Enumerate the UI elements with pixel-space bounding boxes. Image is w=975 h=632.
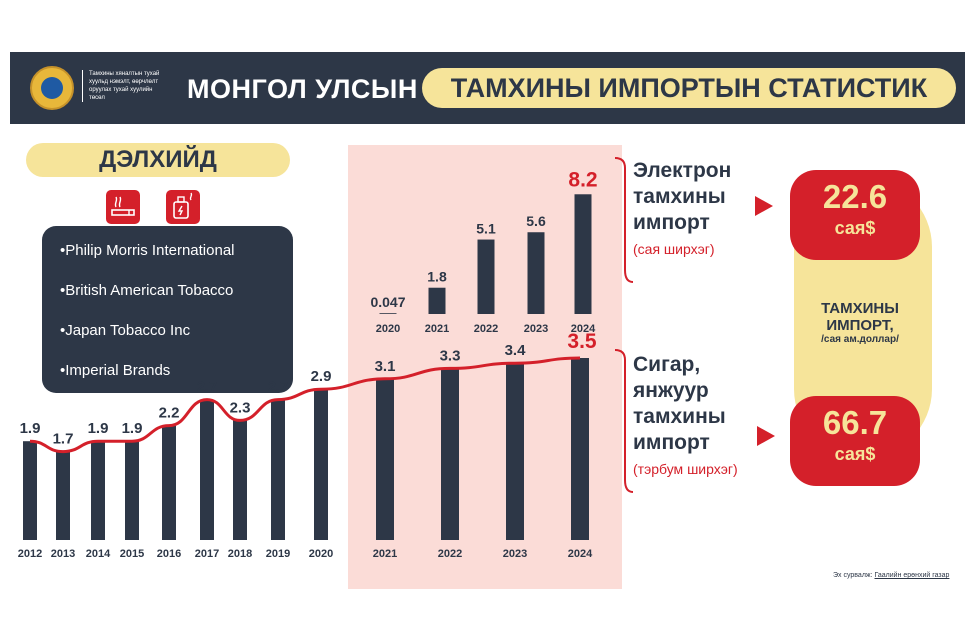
bottom-value-label: 3.3: [440, 347, 461, 364]
bottom-bar: [571, 358, 589, 540]
bottom-tick-label: 2017: [195, 548, 219, 560]
bottom-bar: [162, 425, 176, 540]
top-value-label: 8.2: [568, 168, 597, 191]
top-value-label: 5.1: [476, 221, 496, 237]
bottom-value-label: 1.9: [20, 420, 41, 437]
cigar-value-unit: сая$: [834, 444, 876, 464]
header-banner: Тамхины хяналтын тухай хуульд нэмэлт, өө…: [10, 52, 965, 124]
bottom-value-label: 2.9: [311, 368, 332, 385]
electronic-value-unit: сая$: [834, 218, 876, 238]
top-bar: [477, 239, 495, 314]
state-emblem-icon: [30, 66, 74, 110]
company-item: •Japan Tobacco Inc: [60, 322, 191, 339]
cigarette-import-chart: 1.9 2012 1.7 2013 1.9 2014 1.9 2015 2.2 2016 2.7 20…: [18, 330, 597, 560]
cigar-line1: Сигар,: [633, 353, 701, 376]
bottom-bar: [376, 378, 394, 540]
bottom-tick-label: 2012: [18, 548, 42, 560]
ministry-text: Тамхины хяналтын тухай хуульд нэмэлт, өө…: [82, 70, 169, 102]
bottom-tick-label: 2019: [266, 548, 290, 560]
bottom-tick-label: 2014: [86, 548, 111, 560]
cigar-unit: (тэрбум ширхэг): [633, 461, 738, 477]
bottom-tick-label: 2016: [157, 548, 181, 560]
bottom-bar: [23, 441, 37, 540]
bottom-value-label: 2.7: [197, 379, 218, 396]
cigarette-icon: [106, 190, 140, 224]
electronic-import-chart: 0.047 2020 1.8 2021 5.1 2022 5.6 2023 8.2 2024: [370, 168, 597, 335]
bottom-bar: [271, 399, 285, 540]
import-label-line2: ИМПОРТ,: [826, 317, 894, 334]
import-label-line3: /сая ам.доллар/: [821, 334, 899, 345]
bottom-bar: [200, 399, 214, 540]
top-tick-label: 2023: [524, 323, 548, 335]
bottom-value-label: 2.3: [230, 399, 251, 416]
company-item: •Imperial Brands: [60, 362, 171, 379]
bottom-value-label: 2.7: [268, 379, 289, 396]
bottom-bar: [91, 441, 105, 540]
top-tick-label: 2021: [425, 323, 449, 335]
top-tick-label: 2020: [376, 323, 400, 335]
electronic-line1: Электрон: [633, 159, 732, 182]
bottom-value-label: 1.9: [88, 420, 109, 437]
bottom-bar: [233, 420, 247, 540]
trend-line: [29, 356, 581, 454]
bottom-bar: [125, 441, 139, 540]
bottom-bar: [56, 451, 70, 540]
bottom-value-label: 1.9: [122, 420, 143, 437]
electronic-line2: тамхины: [633, 185, 726, 208]
top-bar: [428, 287, 446, 314]
bottom-tick-label: 2023: [503, 548, 527, 560]
electronic-bracket: [614, 157, 634, 283]
bottom-tick-label: 2021: [373, 548, 397, 560]
bottom-tick-label: 2018: [228, 548, 252, 560]
import-label: ТАМХИНЫ ИМПОРТ, /сая ам.доллар/: [796, 300, 924, 345]
electronic-line3: импорт: [633, 211, 710, 234]
source-note: Эх сурвалж: Гаалийн ерөнхий газар: [833, 572, 949, 579]
electronic-value: 22.6: [822, 178, 888, 215]
top-bar: [527, 232, 545, 314]
cigar-line2: янжуур: [633, 379, 709, 402]
import-label-line1: ТАМХИНЫ: [821, 300, 899, 317]
cigar-arrow-icon: [757, 426, 775, 446]
bottom-tick-label: 2024: [568, 548, 593, 560]
bottom-bar: [441, 368, 459, 540]
bottom-value-label: 1.7: [53, 431, 74, 448]
cigar-bracket: [614, 349, 634, 493]
top-value-label: 0.047: [370, 294, 405, 310]
source-prefix: Эх сурвалж:: [833, 572, 873, 579]
bottom-value-label: 3.1: [375, 358, 396, 375]
cigar-line3: тамхины: [633, 405, 726, 428]
title-left: МОНГОЛ УЛСЫН: [187, 74, 418, 104]
company-item: •British American Tobacco: [60, 282, 234, 299]
top-tick-label: 2024: [571, 323, 596, 335]
cigar-label: Сигар, янжуур тамхины импорт (тэрбум шир…: [633, 352, 738, 482]
top-bar: [379, 313, 397, 314]
company-list: •Philip Morris International •British Am…: [42, 226, 293, 393]
bottom-value-label: 3.5: [567, 330, 597, 353]
top-value-label: 1.8: [427, 269, 447, 285]
cigar-value: 66.7: [822, 404, 888, 441]
electronic-label: Электрон тамхины импорт (сая ширхэг): [633, 158, 731, 262]
bottom-value-label: 3.4: [505, 342, 527, 359]
title-highlight: ТАМХИНЫ ИМПОРТЫН СТАТИСТИК: [422, 68, 956, 108]
electronic-arrow-icon: [755, 196, 773, 216]
top-bar: [574, 194, 592, 314]
electronic-value-badge: 22.6 сая$: [790, 170, 920, 260]
top-tick-label: 2022: [474, 323, 498, 335]
electronic-unit: (сая ширхэг): [633, 241, 715, 257]
bottom-tick-label: 2020: [309, 548, 333, 560]
source-link[interactable]: Гаалийн ерөнхий газар: [874, 572, 950, 579]
bottom-bar: [506, 363, 524, 540]
top-value-label: 5.6: [526, 213, 546, 229]
cigar-value-badge: 66.7 сая$: [790, 396, 920, 486]
bottom-value-label: 2.2: [159, 405, 180, 422]
e-cigarette-icon: [166, 190, 200, 224]
bottom-bar: [314, 389, 328, 540]
bottom-tick-label: 2022: [438, 548, 462, 560]
company-item: •Philip Morris International: [60, 242, 235, 259]
bottom-tick-label: 2015: [120, 548, 144, 560]
world-label: ДЭЛХИЙД: [26, 143, 290, 177]
cigar-line4: импорт: [633, 431, 710, 454]
bottom-tick-label: 2013: [51, 548, 75, 560]
